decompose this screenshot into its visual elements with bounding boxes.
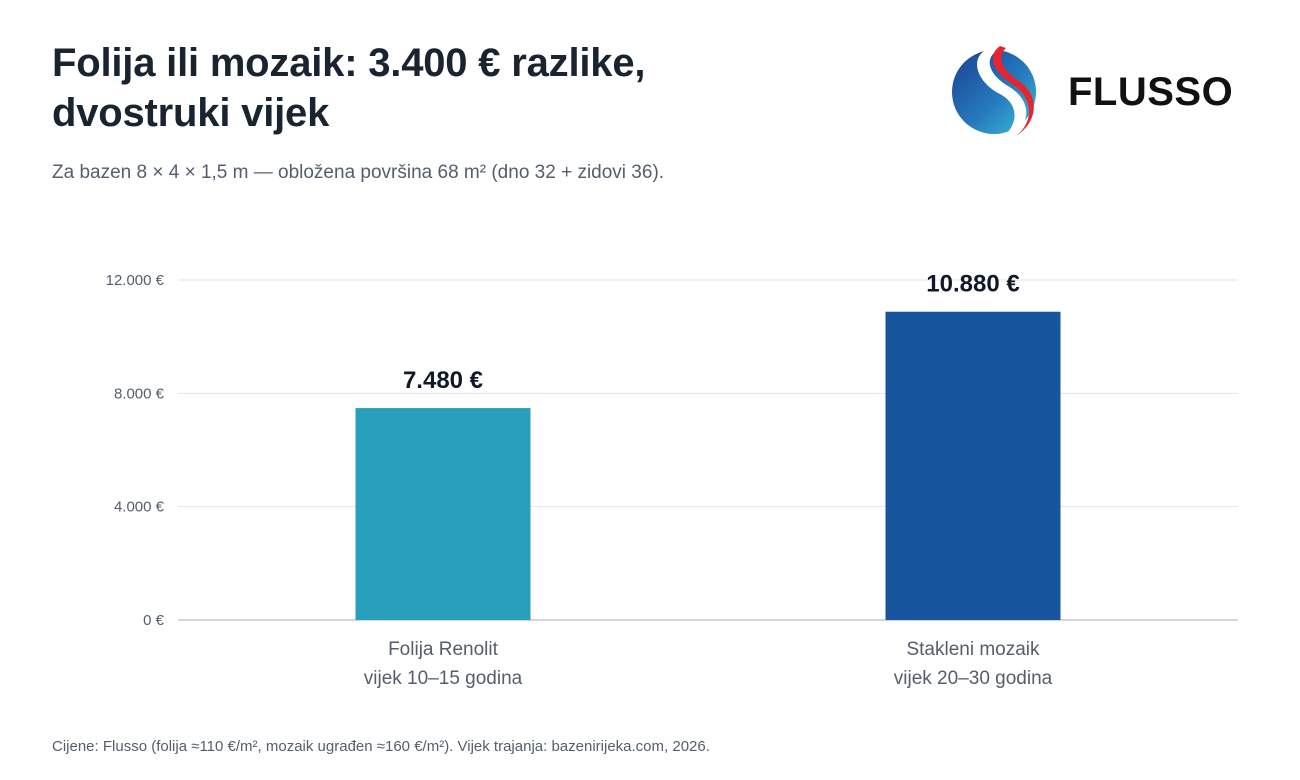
bar-value-label: 10.880 € [926,271,1019,298]
y-tick-label: 0 € [143,612,165,629]
chart-title-line-1: Folija ili mozaik: 3.400 € razlike, [52,41,646,85]
x-category-label: Stakleni mozaik [906,639,1040,660]
y-tick-label: 12.000 € [106,272,165,289]
bar [885,311,1061,620]
bar-chart: 0 € 4.000 € 8.000 € 12.000 € 7.480 € Folija R… [0,240,1300,710]
source-footnote: Cijene: Flusso (folija ≈110 €/m², mozaik… [52,738,710,755]
flusso-logo: FLUSSO [950,42,1250,142]
bar [355,408,531,620]
y-tick-label: 8.000 € [114,385,165,402]
y-tick-label: 4.000 € [114,499,165,516]
chart-title-line-2: dvostruki vijek [52,91,330,135]
bar-value-label: 7.480 € [403,367,483,394]
flusso-wordmark: FLUSSO [1068,70,1234,114]
bar-chart-svg: 0 € 4.000 € 8.000 € 12.000 € 7.480 € Folija R… [106,271,1238,689]
x-category-label: Folija Renolit [388,639,499,660]
x-category-sublabel: vijek 10–15 godina [364,668,523,689]
chart-title: Folija ili mozaik: 3.400 € razlike, dvos… [52,38,912,138]
chart-subtitle: Za bazen 8 × 4 × 1,5 m — obložena površi… [52,162,665,183]
flusso-swirl-logo-icon [952,46,1036,137]
x-category-sublabel: vijek 20–30 godina [894,668,1053,689]
